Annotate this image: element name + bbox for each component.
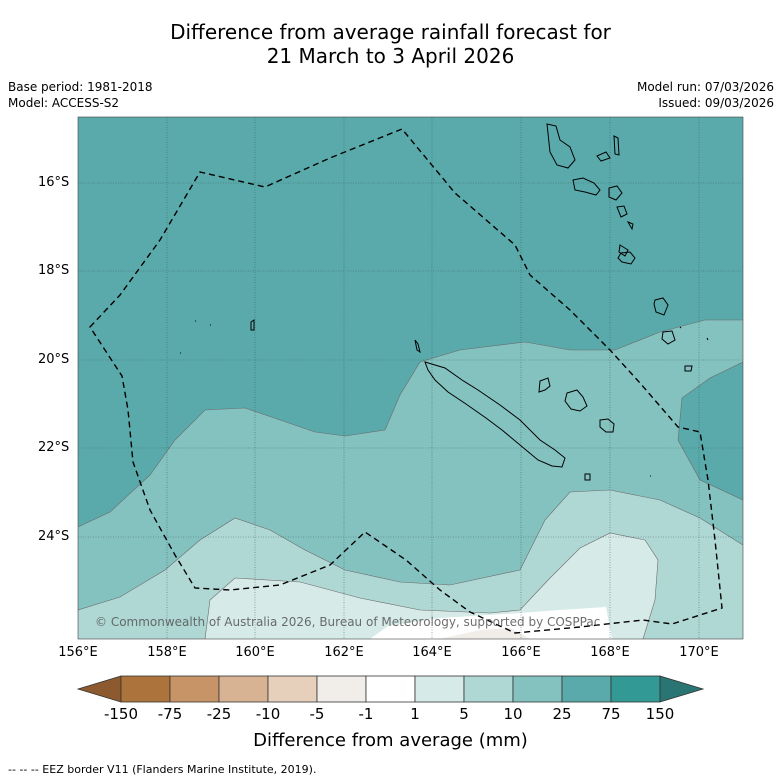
lon-label: 156°E <box>58 645 98 660</box>
colorbar-label: -25 <box>206 705 232 723</box>
lat-label: 18°S <box>38 263 70 278</box>
lat-label: 20°S <box>38 352 70 367</box>
lat-label: 24°S <box>38 529 70 544</box>
region-dry-5-1 <box>440 628 530 639</box>
colorbar-label: 75 <box>601 705 621 723</box>
region-neutral <box>370 607 612 639</box>
colorbar-label: -1 <box>358 705 374 723</box>
colorbar-extend-high <box>659 675 705 703</box>
lat-label: 22°S <box>38 440 70 455</box>
colorbar <box>76 675 705 703</box>
colorbar-label: 1 <box>410 705 420 723</box>
colorbar-bin <box>512 675 563 703</box>
map-frame <box>77 116 744 640</box>
colorbar-bin <box>610 675 661 703</box>
lon-label: 162°E <box>324 645 364 660</box>
copyright-notice: © Commonwealth of Australia 2026, Bureau… <box>95 615 600 629</box>
colorbar-label: -10 <box>255 705 281 723</box>
colorbar-bin <box>120 675 171 703</box>
colorbar-extend-low <box>76 675 122 703</box>
colorbar-bin <box>169 675 220 703</box>
colorbar-label: 150 <box>645 705 675 723</box>
graticule <box>78 117 743 639</box>
colorbar-bin <box>218 675 269 703</box>
colorbar-label: -75 <box>157 705 183 723</box>
model-run: Model run: 07/03/2026 <box>636 80 774 94</box>
colorbar-bin <box>267 675 318 703</box>
lon-label: 166°E <box>501 645 541 660</box>
colorbar-label: 10 <box>503 705 523 723</box>
meta-right: Model run: 07/03/2026 Issued: 09/03/2026 <box>637 79 774 111</box>
lon-label: 170°E <box>679 645 719 660</box>
contour-lines <box>78 319 743 639</box>
lon-label: 158°E <box>147 645 187 660</box>
colorbar-label: -150 <box>103 705 139 723</box>
rainfall-anomaly-map: © Commonwealth of Australia 2026, Bureau… <box>78 117 743 639</box>
colorbar-bin <box>463 675 514 703</box>
colorbar-title: Difference from average (mm) <box>253 730 528 751</box>
model-name: Model: ACCESS-S2 <box>8 96 120 110</box>
colorbar-bin <box>561 675 612 703</box>
colorbar-label: -5 <box>309 705 325 723</box>
title-line-2: 21 March to 3 April 2026 <box>266 44 515 68</box>
eez-border <box>89 128 723 634</box>
coastlines <box>180 123 709 481</box>
lon-label: 160°E <box>235 645 275 660</box>
meta-left: Base period: 1981-2018 Model: ACCESS-S2 <box>8 79 153 111</box>
lon-label: 168°E <box>590 645 630 660</box>
base-period: Base period: 1981-2018 <box>8 80 153 94</box>
colorbar-bin <box>316 675 367 703</box>
map-title: Difference from average rainfall forecas… <box>0 20 781 68</box>
colorbar-bin <box>414 675 465 703</box>
colorbar-label: 5 <box>459 705 469 723</box>
eez-legend-note: -- -- -- EEZ border V11 (Flanders Marine… <box>8 763 317 776</box>
lat-label: 16°S <box>38 175 70 190</box>
lon-label: 164°E <box>412 645 452 660</box>
title-line-1: Difference from average rainfall forecas… <box>170 20 611 44</box>
colorbar-label: 25 <box>552 705 572 723</box>
issued-date: Issued: 09/03/2026 <box>658 96 774 110</box>
colorbar-bin <box>365 675 416 703</box>
